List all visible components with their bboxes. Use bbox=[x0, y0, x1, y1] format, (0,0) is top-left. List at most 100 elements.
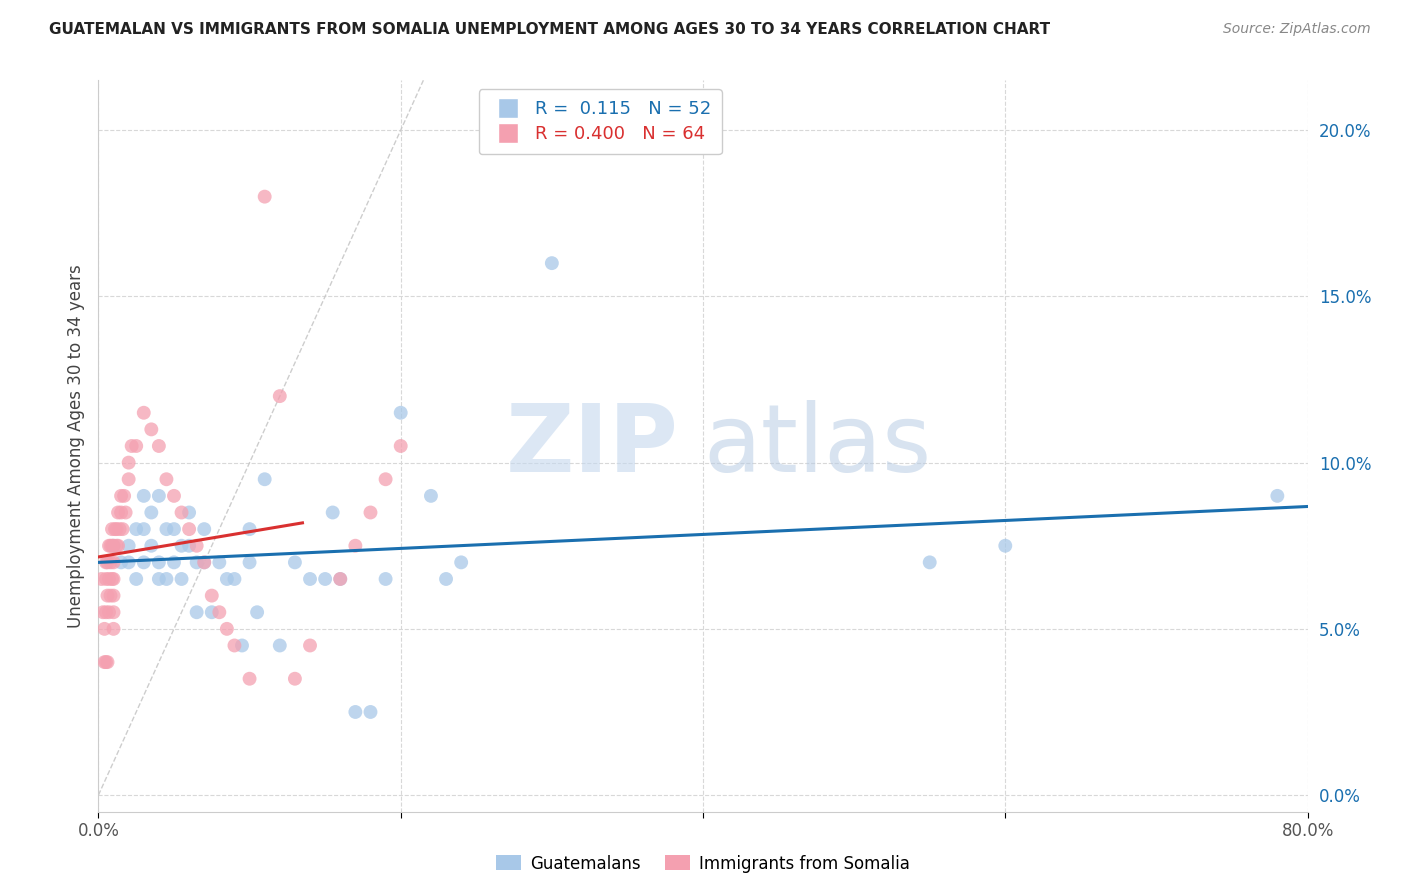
Text: ZIP: ZIP bbox=[506, 400, 679, 492]
Point bbox=[132, 406, 155, 420]
Point bbox=[918, 555, 941, 569]
Text: atlas: atlas bbox=[703, 400, 931, 492]
Point bbox=[111, 522, 134, 536]
Point bbox=[98, 605, 121, 619]
Point bbox=[100, 589, 122, 603]
Point bbox=[201, 605, 224, 619]
Point bbox=[239, 555, 262, 569]
Point bbox=[284, 555, 307, 569]
Point bbox=[208, 605, 231, 619]
Point bbox=[96, 555, 118, 569]
Point bbox=[374, 572, 396, 586]
Point bbox=[141, 506, 163, 520]
Point bbox=[201, 589, 224, 603]
Point bbox=[215, 572, 238, 586]
Point bbox=[94, 572, 117, 586]
Point bbox=[141, 539, 163, 553]
Point bbox=[110, 506, 132, 520]
Point bbox=[114, 506, 136, 520]
Point bbox=[90, 572, 112, 586]
Point bbox=[101, 539, 124, 553]
Y-axis label: Unemployment Among Ages 30 to 34 years: Unemployment Among Ages 30 to 34 years bbox=[66, 264, 84, 628]
Point bbox=[239, 522, 262, 536]
Point bbox=[269, 389, 291, 403]
Point bbox=[239, 672, 262, 686]
Point bbox=[434, 572, 457, 586]
Point bbox=[170, 572, 193, 586]
Point bbox=[121, 439, 143, 453]
Point bbox=[186, 555, 208, 569]
Point bbox=[344, 705, 367, 719]
Point bbox=[360, 506, 382, 520]
Legend: R =  0.115   N = 52, R = 0.400   N = 64: R = 0.115 N = 52, R = 0.400 N = 64 bbox=[478, 89, 721, 154]
Point bbox=[186, 605, 208, 619]
Point bbox=[314, 572, 336, 586]
Point bbox=[94, 605, 117, 619]
Point bbox=[215, 622, 238, 636]
Point bbox=[253, 189, 276, 203]
Point bbox=[179, 539, 201, 553]
Point bbox=[96, 655, 118, 669]
Point bbox=[1267, 489, 1289, 503]
Point bbox=[994, 539, 1017, 553]
Point bbox=[118, 472, 141, 486]
Point bbox=[148, 555, 170, 569]
Point bbox=[94, 555, 117, 569]
Point bbox=[163, 522, 186, 536]
Text: Source: ZipAtlas.com: Source: ZipAtlas.com bbox=[1223, 22, 1371, 37]
Point bbox=[148, 489, 170, 503]
Point bbox=[98, 572, 121, 586]
Point bbox=[170, 506, 193, 520]
Point bbox=[193, 555, 215, 569]
Point bbox=[148, 439, 170, 453]
Point bbox=[179, 506, 201, 520]
Point bbox=[96, 589, 118, 603]
Point bbox=[103, 622, 125, 636]
Point bbox=[224, 572, 246, 586]
Point bbox=[118, 539, 141, 553]
Point bbox=[322, 506, 344, 520]
Point bbox=[389, 439, 412, 453]
Point bbox=[193, 522, 215, 536]
Point bbox=[344, 539, 367, 553]
Point bbox=[100, 539, 122, 553]
Point bbox=[103, 539, 125, 553]
Point bbox=[125, 439, 148, 453]
Point bbox=[193, 555, 215, 569]
Point bbox=[104, 522, 127, 536]
Point bbox=[105, 539, 128, 553]
Point bbox=[246, 605, 269, 619]
Point bbox=[420, 489, 443, 503]
Point bbox=[103, 605, 125, 619]
Point bbox=[103, 572, 125, 586]
Point bbox=[103, 589, 125, 603]
Point bbox=[112, 489, 135, 503]
Point bbox=[163, 489, 186, 503]
Point bbox=[450, 555, 472, 569]
Point bbox=[374, 472, 396, 486]
Point bbox=[329, 572, 352, 586]
Point bbox=[269, 639, 291, 653]
Point bbox=[101, 572, 124, 586]
Legend: Guatemalans, Immigrants from Somalia: Guatemalans, Immigrants from Somalia bbox=[489, 848, 917, 880]
Point bbox=[186, 539, 208, 553]
Point bbox=[118, 456, 141, 470]
Point bbox=[148, 572, 170, 586]
Point bbox=[163, 555, 186, 569]
Point bbox=[155, 472, 177, 486]
Point bbox=[329, 572, 352, 586]
Point bbox=[540, 256, 562, 270]
Point bbox=[208, 555, 231, 569]
Point bbox=[132, 522, 155, 536]
Point bbox=[132, 555, 155, 569]
Point bbox=[100, 555, 122, 569]
Point bbox=[253, 472, 276, 486]
Point bbox=[224, 639, 246, 653]
Point bbox=[170, 539, 193, 553]
Point bbox=[108, 522, 131, 536]
Point bbox=[132, 489, 155, 503]
Point bbox=[179, 522, 201, 536]
Point bbox=[125, 572, 148, 586]
Point bbox=[103, 555, 125, 569]
Point bbox=[141, 422, 163, 436]
